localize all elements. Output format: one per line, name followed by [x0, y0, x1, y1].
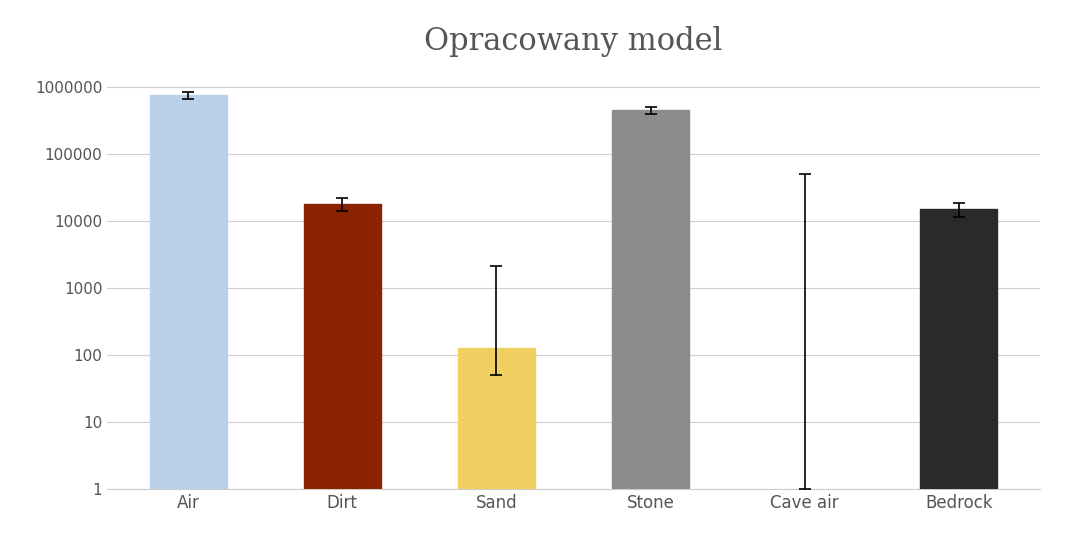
Bar: [921, 209, 997, 556]
Bar: [150, 95, 226, 556]
Bar: [303, 204, 381, 556]
Bar: [612, 110, 689, 556]
Title: Opracowany model: Opracowany model: [425, 26, 723, 57]
Bar: [458, 348, 535, 556]
Bar: [766, 489, 844, 556]
